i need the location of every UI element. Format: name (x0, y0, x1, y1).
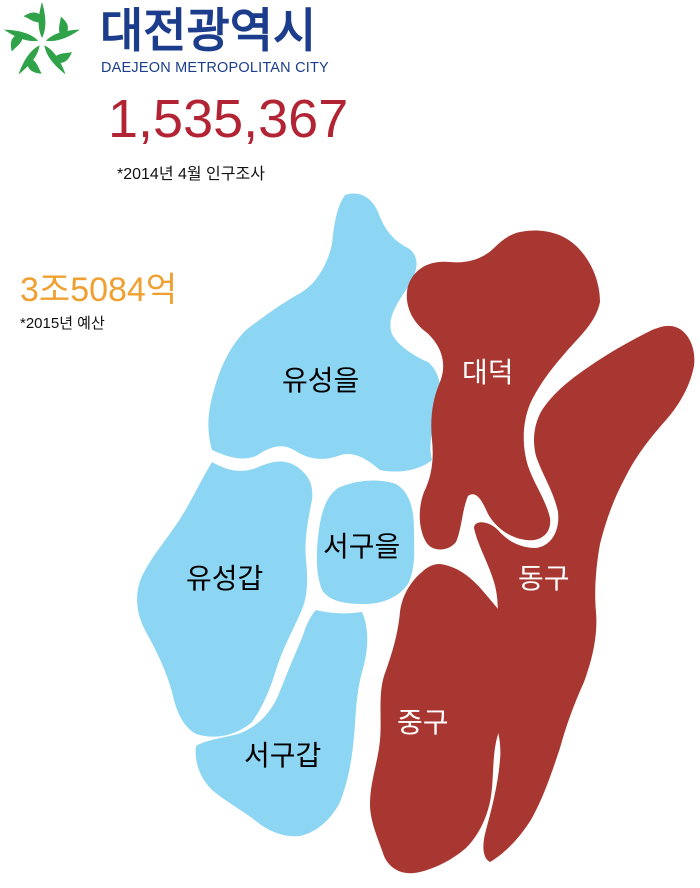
district-label-dong-gu: 동구 (518, 562, 570, 595)
district-label-daedeok: 대덕 (462, 356, 514, 389)
population-note: *2014년 4월 인구조사 (117, 166, 265, 183)
district-seo-gu-gap[interactable] (195, 610, 368, 837)
district-label-seo-gu-gap: 서구갑 (244, 739, 321, 772)
district-jung-gu[interactable] (370, 564, 523, 874)
population-value: 1,535,367 (108, 89, 349, 149)
district-seo-gu-eul[interactable] (316, 480, 415, 604)
district-label-jung-gu: 중구 (397, 706, 449, 739)
district-daedeok[interactable] (406, 230, 600, 550)
district-yuseong-eul[interactable] (208, 193, 441, 472)
district-label-yuseong-gap: 유성갑 (186, 562, 263, 595)
district-yuseong-gap[interactable] (137, 461, 313, 737)
district-label-yuseong-eul: 유성을 (282, 364, 359, 397)
city-header: 대전광역시 DAEJEON METROPOLITAN CITY (0, 0, 380, 82)
city-name-english: DAEJEON METROPOLITAN CITY (101, 60, 329, 76)
district-label-seo-gu-eul: 서구을 (323, 530, 400, 563)
district-dong-gu[interactable] (474, 325, 695, 862)
budget-note: *2015년 예산 (20, 315, 105, 332)
daejeon-emblem-icon (3, 2, 81, 75)
budget-value: 3조5084억 (20, 271, 178, 309)
city-name-korean: 대전광역시 (100, 4, 317, 59)
